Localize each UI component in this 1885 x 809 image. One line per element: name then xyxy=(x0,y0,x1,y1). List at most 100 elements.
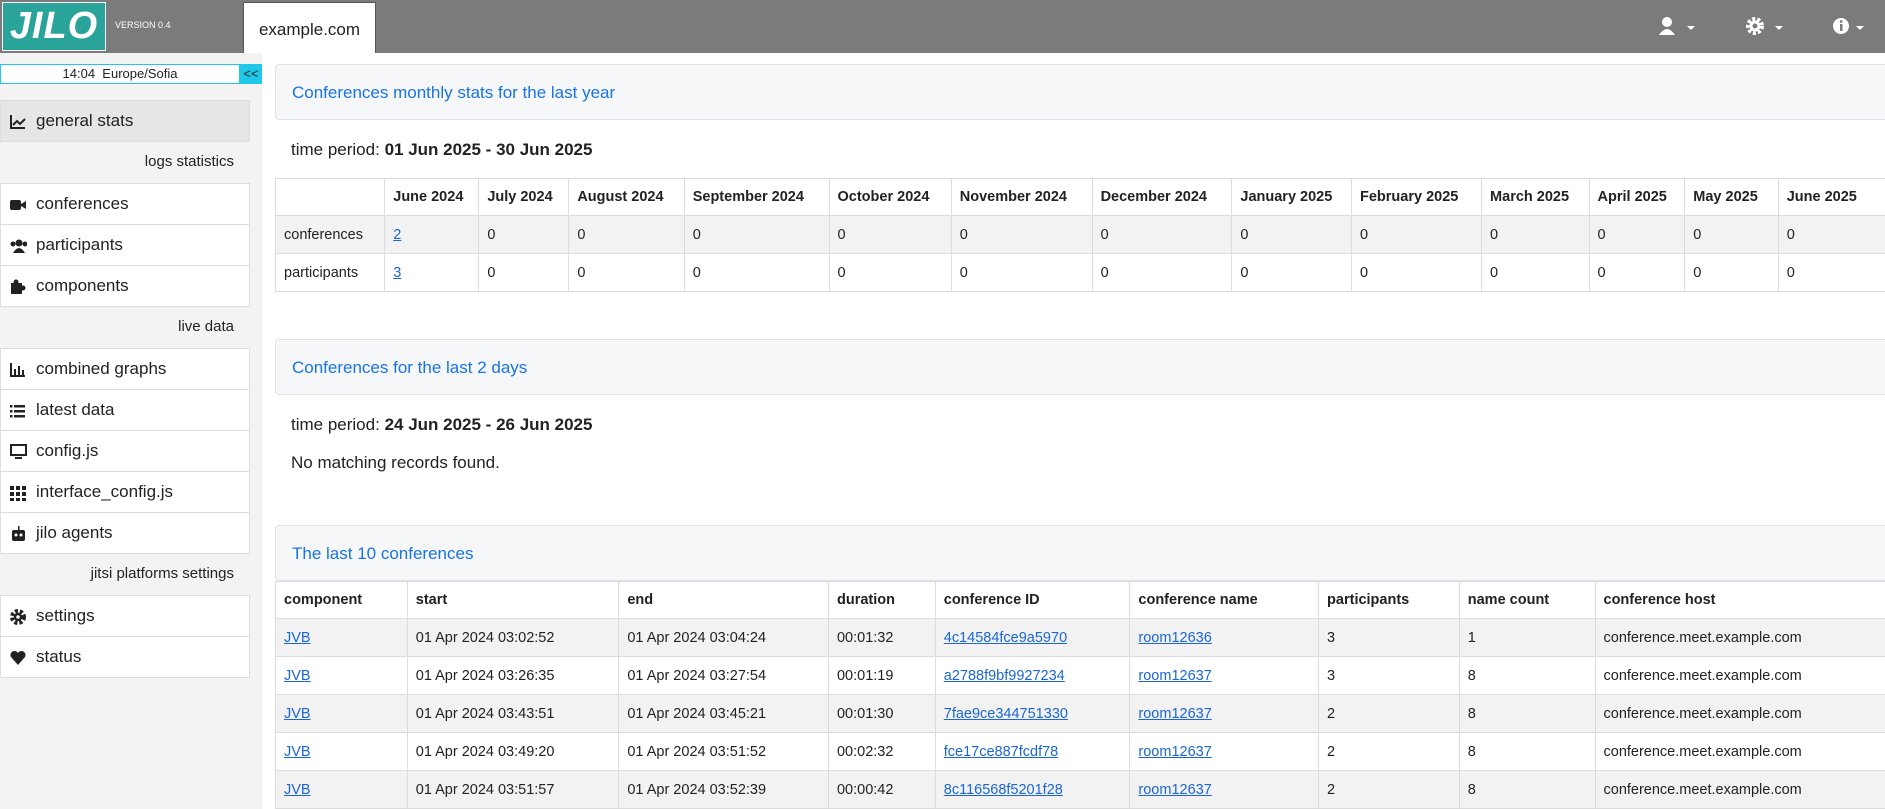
header-row: componentstartenddurationconference IDco… xyxy=(276,582,1885,619)
cell-link[interactable]: room12637 xyxy=(1138,706,1211,722)
time-period: time period: 24 Jun 2025 - 26 Jun 2025 xyxy=(275,415,1885,435)
cell-link[interactable]: room12637 xyxy=(1138,782,1211,798)
menu-item[interactable]: status xyxy=(0,636,250,678)
cell: 0 xyxy=(1351,254,1481,292)
header-cell: September 2024 xyxy=(684,179,829,216)
row: participants3000000000000 xyxy=(276,254,1885,292)
cell: JVB xyxy=(276,657,408,695)
cell-link[interactable]: JVB xyxy=(284,706,311,722)
label: time period: xyxy=(291,415,380,434)
menu-item[interactable]: general stats xyxy=(0,100,250,142)
menu-icon xyxy=(10,197,27,214)
menu-item[interactable]: settings xyxy=(0,595,250,637)
menu-label: combined graphs xyxy=(36,359,166,378)
menu-item[interactable]: latest data xyxy=(0,389,250,431)
cell: 8c116568f5201f28 xyxy=(935,771,1130,809)
cell-link[interactable]: JVB xyxy=(284,782,311,798)
menu-item[interactable]: components xyxy=(0,265,250,307)
cell: 01 Apr 2024 03:04:24 xyxy=(619,619,829,657)
settings-menu[interactable] xyxy=(1745,16,1789,38)
menu-item[interactable]: combined graphs xyxy=(0,348,250,390)
header-cell: March 2025 xyxy=(1482,179,1589,216)
menu-label: conferences xyxy=(36,194,129,213)
cell: 3 xyxy=(385,254,479,292)
sidebar: 14:04 Europe/Sofia << general statslogs … xyxy=(0,53,262,809)
cell: conference.meet.example.com xyxy=(1595,619,1885,657)
cell: 01 Apr 2024 03:45:21 xyxy=(619,695,829,733)
header-cell: June 2025 xyxy=(1778,179,1885,216)
menu-icon xyxy=(10,114,27,131)
cell: 0 xyxy=(569,216,684,254)
cell: 0 xyxy=(684,254,829,292)
cell: 01 Apr 2024 03:27:54 xyxy=(619,657,829,695)
cell: 0 xyxy=(1482,254,1589,292)
menu-label: general stats xyxy=(36,111,133,130)
menu-icon xyxy=(10,485,27,502)
header-cell: August 2024 xyxy=(569,179,684,216)
cell: JVB xyxy=(276,619,408,657)
menu-label: components xyxy=(36,276,129,295)
cell: room12637 xyxy=(1130,695,1319,733)
header-cell: conference name xyxy=(1130,582,1319,619)
conferences-table: componentstartenddurationconference IDco… xyxy=(275,581,1885,809)
cell-link[interactable]: 8c116568f5201f28 xyxy=(944,782,1063,798)
platform-tab[interactable]: example.com xyxy=(243,2,376,53)
cell-link[interactable]: room12637 xyxy=(1138,668,1211,684)
top-bar: JILO VERSION 0.4 example.com xyxy=(0,0,1885,53)
cell: 0 xyxy=(1685,254,1778,292)
cell-link[interactable]: 4c14584fce9a5970 xyxy=(944,630,1067,646)
row-label: conferences xyxy=(276,216,385,254)
header-cell: conference host xyxy=(1595,582,1885,619)
menu-icon xyxy=(10,403,27,420)
info-menu[interactable] xyxy=(1832,16,1876,38)
user-menu[interactable] xyxy=(1657,16,1701,38)
cell: 3 xyxy=(1319,619,1460,657)
row: conferences2000000000000 xyxy=(276,216,1885,254)
header-cell: June 2024 xyxy=(385,179,479,216)
menu-item[interactable]: participants xyxy=(0,224,250,266)
menu-item[interactable]: conferences xyxy=(0,183,250,225)
cell: 0 xyxy=(1092,216,1232,254)
cell: 01 Apr 2024 03:43:51 xyxy=(407,695,619,733)
menu-item[interactable]: interface_config.js xyxy=(0,471,250,513)
cell: 0 xyxy=(1232,254,1352,292)
cell-link[interactable]: JVB xyxy=(284,668,311,684)
menu-item[interactable]: config.js xyxy=(0,430,250,472)
cell: room12637 xyxy=(1130,771,1319,809)
menu: general statslogs statisticsconferencesp… xyxy=(0,101,250,678)
logo[interactable]: JILO xyxy=(2,2,106,51)
menu-label: settings xyxy=(36,606,95,625)
row: JVB01 Apr 2024 03:51:5701 Apr 2024 03:52… xyxy=(276,771,1885,809)
cell-link[interactable]: a2788f9bf9927234 xyxy=(944,668,1065,684)
cell: fce17ce887fcdf78 xyxy=(935,733,1130,771)
row: JVB 01 Apr 2024 03:43:5101 Apr 2024 03:45… xyxy=(276,695,1885,733)
recent-section: Conferences for the last 2 days time per… xyxy=(275,339,1885,473)
cell: 0 xyxy=(1685,216,1778,254)
cell: 0 xyxy=(829,216,951,254)
cell-link[interactable]: room12637 xyxy=(1138,744,1211,760)
menu-item[interactable]: jilo agents xyxy=(0,512,250,554)
section-title: Conferences for the last 2 days xyxy=(275,339,1885,395)
cell-link[interactable]: room12636 xyxy=(1138,630,1211,646)
count-link[interactable]: 3 xyxy=(393,265,401,281)
label: time period: xyxy=(291,140,380,159)
cell: 0 xyxy=(569,254,684,292)
cell: 1 xyxy=(1459,619,1595,657)
cell-link[interactable]: JVB xyxy=(284,630,311,646)
cell-link[interactable]: JVB xyxy=(284,744,311,760)
cell: conference.meet.example.com xyxy=(1595,695,1885,733)
cell-link[interactable]: 7fae9ce344751330 xyxy=(944,706,1068,722)
cell: 01 Apr 2024 03:02:52 xyxy=(407,619,619,657)
count-link[interactable]: 2 xyxy=(393,227,401,243)
cell: 2 xyxy=(385,216,479,254)
cell: 0 xyxy=(951,254,1092,292)
header-cell: duration xyxy=(828,582,935,619)
cell: 01 Apr 2024 03:52:39 xyxy=(619,771,829,809)
monthly-table: June 2024July 2024August 2024September 2… xyxy=(275,178,1885,292)
cell: conference.meet.example.com xyxy=(1595,657,1885,695)
cell-link[interactable]: fce17ce887fcdf78 xyxy=(944,744,1058,760)
collapse-button[interactable]: << xyxy=(240,64,262,84)
cell: 4c14584fce9a5970 xyxy=(935,619,1130,657)
